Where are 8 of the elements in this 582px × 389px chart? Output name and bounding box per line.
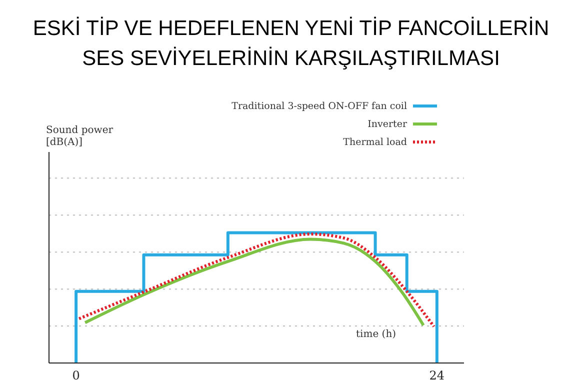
x-tick-label: 24 bbox=[429, 368, 445, 383]
chart-title: ESKİ TİP VE HEDEFLENEN YENİ TİP FANCOİLLERİN SES SEVİYELERİNİN KARŞILAŞTIRILMASI bbox=[32, 16, 550, 72]
x-tick-label: 0 bbox=[72, 368, 80, 383]
legend-label: Inverter bbox=[368, 118, 407, 130]
legend-label: Traditional 3-speed ON-OFF fan coil bbox=[232, 100, 407, 112]
text: Sound power [dB(A)] bbox=[46, 125, 114, 149]
legend-label: Thermal load bbox=[343, 136, 407, 148]
x-axis-title: time (h) bbox=[356, 329, 396, 340]
